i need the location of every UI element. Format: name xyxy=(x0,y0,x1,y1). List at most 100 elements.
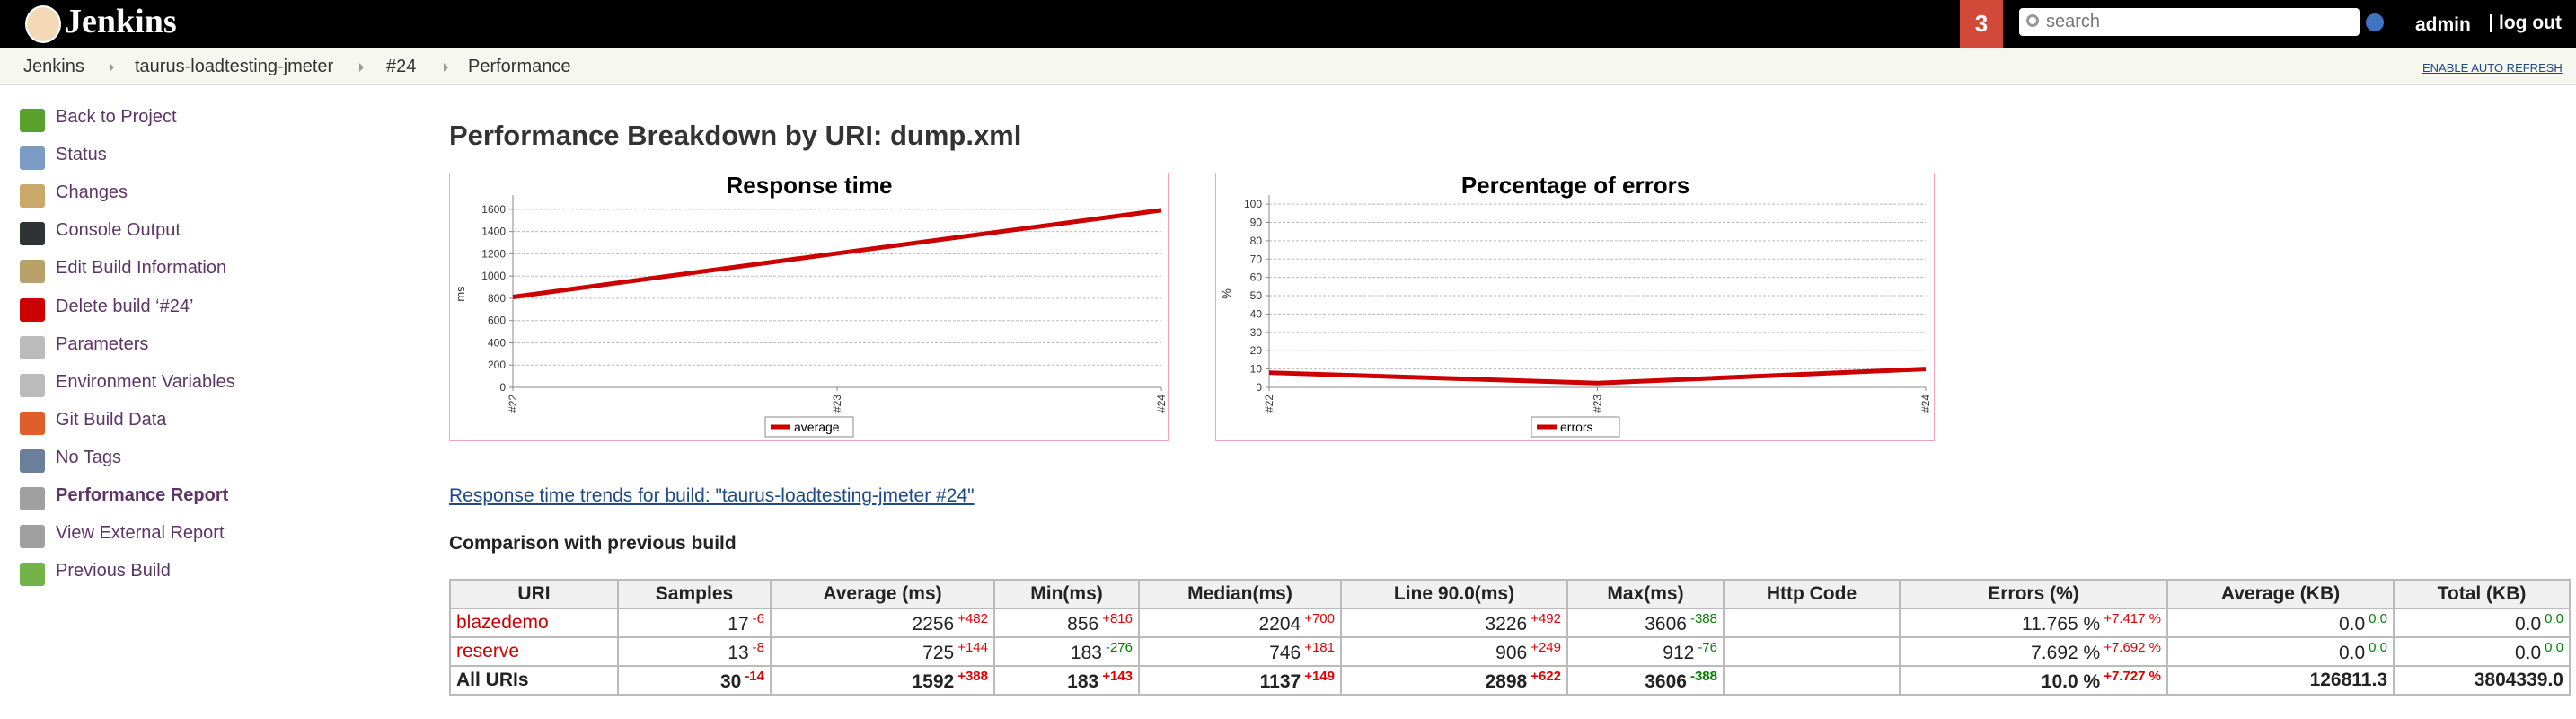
auto-refresh-link[interactable]: ENABLE AUTO REFRESH xyxy=(2422,61,2563,75)
sidebar-link[interactable]: Back to Project xyxy=(56,107,177,127)
logo[interactable]: Jenkins xyxy=(65,3,177,40)
cell-value: 10.0 % xyxy=(2041,670,2101,692)
table-row: blazedemo 17 -6 2256 +482 856 +816 2204 +700 3226… xyxy=(449,608,2571,638)
column-header[interactable]: Samples xyxy=(617,579,772,609)
chart-title: Percentage of errors xyxy=(1461,173,1689,199)
table-cell: 1592 +388 xyxy=(770,665,995,696)
x-tick-label: #22 xyxy=(507,395,519,413)
y-tick-label: 60 xyxy=(1250,271,1263,284)
table-cell xyxy=(1723,608,1901,638)
cell-value: 3606 xyxy=(1645,613,1687,635)
notification-badge[interactable]: 3 xyxy=(1960,0,2003,48)
column-header[interactable]: Total (KB) xyxy=(2393,579,2571,609)
breadcrumb-separator xyxy=(359,63,364,72)
sidebar-icon xyxy=(20,448,45,473)
sidebar-icon xyxy=(20,411,45,435)
cell-value: 2204 xyxy=(1258,613,1301,635)
uri-link: All URIs xyxy=(456,670,529,690)
sidebar-icon xyxy=(20,335,45,360)
sidebar-icon xyxy=(20,525,45,549)
x-tick-label: #24 xyxy=(1155,395,1168,413)
column-header[interactable]: Average (KB) xyxy=(2166,579,2395,609)
breadcrumb[interactable]: Jenkins xyxy=(23,57,84,76)
sidebar-icon xyxy=(20,109,45,132)
sidebar-link[interactable]: No Tags xyxy=(56,447,122,467)
cell-value: 7.692 % xyxy=(2031,642,2101,663)
sidebar-link[interactable]: Performance Report xyxy=(56,485,229,505)
chart-title: Response time xyxy=(727,173,893,199)
column-header[interactable]: Http Code xyxy=(1723,579,1901,609)
cell-delta: +7.417 % xyxy=(2104,610,2161,626)
table-cell: 0.0 0.0 xyxy=(2166,636,2395,667)
uri-link[interactable]: blazedemo xyxy=(456,612,549,633)
cell-delta: +7.727 % xyxy=(2104,668,2161,684)
cell-delta: +7.692 % xyxy=(2104,639,2161,655)
sidebar-link[interactable]: Edit Build Information xyxy=(56,258,227,279)
legend-label: errors xyxy=(1560,420,1593,434)
cell-delta: +181 xyxy=(1304,639,1335,655)
sidebar-link[interactable]: Delete build ‘#24’ xyxy=(56,296,194,316)
column-header[interactable]: Errors (%) xyxy=(1899,579,2168,609)
column-header[interactable]: Average (ms) xyxy=(770,579,995,609)
cell-value: 126811.3 xyxy=(2309,670,2387,690)
sidebar-link[interactable]: Console Output xyxy=(56,220,181,241)
trend-link[interactable]: Response time trends for build: "taurus-… xyxy=(449,485,975,506)
uri-cell: reserve xyxy=(449,636,619,667)
table-cell: 30 -14 xyxy=(617,665,772,696)
sidebar-link[interactable]: Environment Variables xyxy=(56,371,235,392)
sidebar-link[interactable]: View External Report xyxy=(56,523,225,544)
table-cell: 1137 +149 xyxy=(1138,665,1342,696)
breadcrumb[interactable]: #24 xyxy=(386,57,417,76)
column-header[interactable]: Min(ms) xyxy=(993,579,1140,609)
cell-delta: +482 xyxy=(957,610,988,626)
uri-link[interactable]: reserve xyxy=(456,641,520,661)
cell-value: 2256 xyxy=(912,613,955,635)
breadcrumb-separator xyxy=(110,63,114,72)
sidebar-link[interactable]: Parameters xyxy=(56,333,149,354)
column-header[interactable]: Max(ms) xyxy=(1566,579,1725,609)
column-header[interactable]: URI xyxy=(449,579,619,609)
cell-value: 3606 xyxy=(1645,670,1687,692)
cell-value: 1137 xyxy=(1259,670,1301,692)
legend-label: average xyxy=(794,420,840,434)
y-tick-label: 800 xyxy=(488,292,506,305)
column-header[interactable]: Median(ms) xyxy=(1138,579,1342,609)
y-tick-label: 200 xyxy=(488,359,506,371)
y-tick-label: 1400 xyxy=(481,226,506,238)
data-line xyxy=(1268,367,1927,386)
sidebar-icon xyxy=(20,184,45,209)
sidebar-icon xyxy=(20,487,45,510)
table-row: All URIs 30 -14 1592 +388 183 +143 1137 +149 2898… xyxy=(449,665,2571,696)
cell-delta: -14 xyxy=(745,668,764,684)
cell-value: 906 xyxy=(1495,642,1528,663)
sidebar-link[interactable]: Previous Build xyxy=(56,561,171,581)
table-cell: 126811.3 xyxy=(2166,665,2395,696)
column-header[interactable]: Line 90.0(ms) xyxy=(1340,579,1568,609)
breadcrumb[interactable]: taurus-loadtesting-jmeter xyxy=(135,57,334,76)
y-tick-label: 0 xyxy=(499,381,506,394)
table-cell: 13 -8 xyxy=(617,636,772,667)
table-cell xyxy=(1723,665,1901,696)
table-cell: 10.0 % +7.727 % xyxy=(1899,665,2168,696)
sidebar-link[interactable]: Git Build Data xyxy=(56,409,167,430)
uri-cell: All URIs xyxy=(449,665,619,696)
help-icon[interactable] xyxy=(2366,13,2384,31)
table-cell: 912 -76 xyxy=(1566,636,1725,667)
logout-link[interactable]: log out xyxy=(2490,13,2562,32)
sidebar-link[interactable]: Changes xyxy=(56,182,128,203)
comparison-table: URI Samples Average (ms) Min(ms) Median(ms) L… xyxy=(449,579,2571,696)
cell-value: 856 xyxy=(1067,613,1099,635)
cell-value: 912 xyxy=(1663,642,1695,663)
table-cell: 2898 +622 xyxy=(1340,665,1568,696)
search-box[interactable]: search xyxy=(2019,8,2360,36)
cell-delta: -76 xyxy=(1698,639,1717,655)
table-cell: 3606 -388 xyxy=(1566,665,1725,696)
sidebar-link[interactable]: Status xyxy=(56,145,107,165)
table-cell: 7.692 % +7.692 % xyxy=(1899,636,2168,667)
y-tick-label: 100 xyxy=(1244,198,1262,210)
cell-value: 725 xyxy=(922,642,955,663)
y-tick-label: 70 xyxy=(1250,253,1263,265)
logo-icon[interactable] xyxy=(25,5,61,43)
user-link[interactable]: admin xyxy=(2415,14,2471,35)
